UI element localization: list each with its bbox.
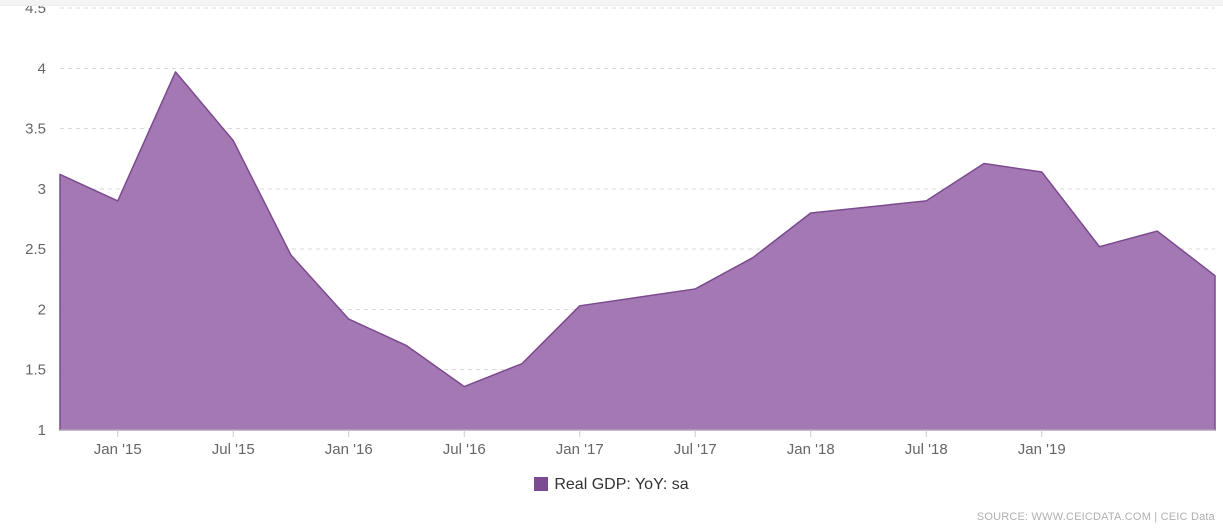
source-credit: SOURCE: WWW.CEICDATA.COM | CEIC Data xyxy=(977,511,1215,523)
legend-swatch xyxy=(534,477,548,491)
top-accent-bar xyxy=(0,0,1223,6)
x-tick-label: Jul '16 xyxy=(443,441,486,458)
x-tick-label: Jan '16 xyxy=(325,441,373,458)
area-chart: 11.522.533.544.5Jan '15Jul '15Jan '16Jul… xyxy=(0,0,1223,531)
y-tick-label: 1.5 xyxy=(25,362,46,379)
chart-legend: Real GDP: YoY: sa xyxy=(0,476,1223,494)
y-tick-label: 3 xyxy=(38,181,46,198)
y-tick-label: 3.5 xyxy=(25,121,46,138)
legend-label: Real GDP: YoY: sa xyxy=(554,476,688,493)
x-tick-label: Jan '17 xyxy=(556,441,604,458)
x-tick-label: Jul '18 xyxy=(905,441,948,458)
x-tick-label: Jul '15 xyxy=(212,441,255,458)
x-tick-label: Jan '18 xyxy=(787,441,835,458)
x-tick-label: Jan '15 xyxy=(94,441,142,458)
y-tick-label: 2.5 xyxy=(25,241,46,258)
y-tick-label: 4 xyxy=(38,60,46,77)
series-area xyxy=(60,72,1215,430)
y-tick-label: 2 xyxy=(38,301,46,318)
x-tick-label: Jul '17 xyxy=(674,441,717,458)
y-tick-label: 1 xyxy=(38,422,46,439)
chart-container: 11.522.533.544.5Jan '15Jul '15Jan '16Jul… xyxy=(0,0,1223,531)
x-tick-label: Jan '19 xyxy=(1018,441,1066,458)
